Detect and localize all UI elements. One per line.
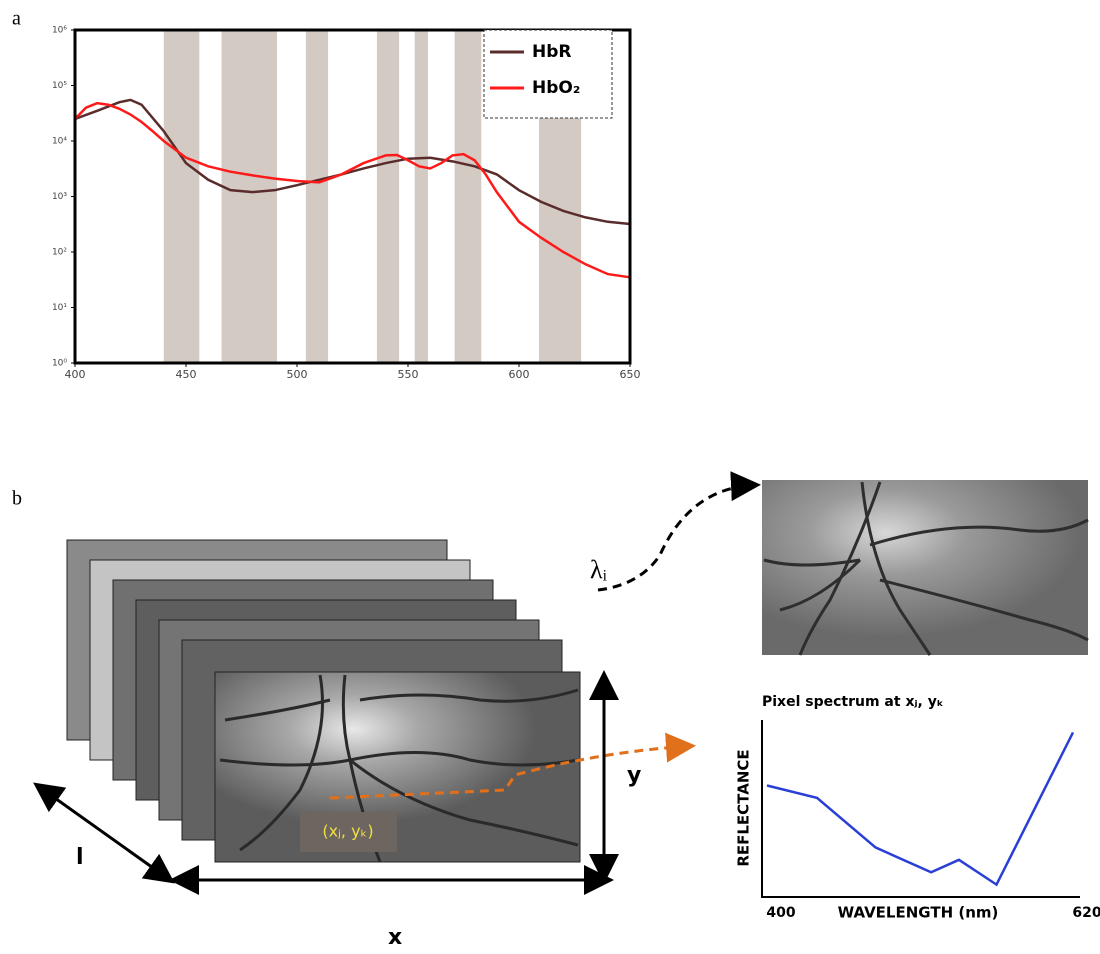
y-tick-label: 10² — [52, 248, 67, 258]
axis-letter: x — [388, 925, 402, 950]
pixel-label: (xⱼ, yₖ) — [322, 822, 373, 841]
figure: a b (xⱼ, yₖ) y x l λᵢ — [0, 0, 1100, 954]
x-tick-label: 650 — [620, 368, 641, 381]
image-stack: (xⱼ, yₖ) — [67, 540, 690, 862]
legend-label: HbR — [532, 42, 572, 62]
y-tick-label: 10⁶ — [52, 26, 67, 36]
band — [164, 30, 200, 363]
band — [222, 30, 278, 363]
wavelength-label: λᵢ — [590, 555, 608, 584]
y-tick-label: 10⁴ — [52, 137, 67, 147]
y-tick-label: 10⁰ — [52, 359, 67, 369]
x-tick-label: 450 — [176, 368, 197, 381]
band — [415, 30, 428, 363]
x-tick-label: 500 — [287, 368, 308, 381]
x-tick-label: 550 — [398, 368, 419, 381]
x-tick-label: 620 — [1072, 905, 1100, 921]
legend-label: HbO₂ — [532, 78, 580, 98]
axis-letter: y — [627, 763, 641, 788]
band — [306, 30, 328, 363]
x-tick-label: 600 — [509, 368, 530, 381]
x-tick-label: 400 — [766, 905, 795, 921]
y-axis-label: REFLECTANCE — [735, 749, 753, 866]
wavelength-arrow — [598, 485, 755, 590]
x-axis-label: WAVELENGTH (nm) — [838, 904, 999, 922]
axes — [762, 720, 1080, 897]
y-tick-label: 10⁵ — [52, 81, 67, 91]
chart-title: Pixel spectrum at xⱼ, yₖ — [762, 694, 944, 710]
selected-image — [762, 480, 1088, 655]
x-tick-label: 400 — [65, 368, 86, 381]
data-line — [767, 732, 1073, 884]
panel-label: b — [12, 488, 22, 510]
band — [455, 30, 482, 363]
band — [377, 30, 399, 363]
axis-letter: l — [76, 845, 84, 870]
y-tick-label: 10³ — [52, 192, 67, 202]
panel-label: a — [12, 8, 21, 30]
y-tick-label: 10¹ — [52, 303, 67, 313]
